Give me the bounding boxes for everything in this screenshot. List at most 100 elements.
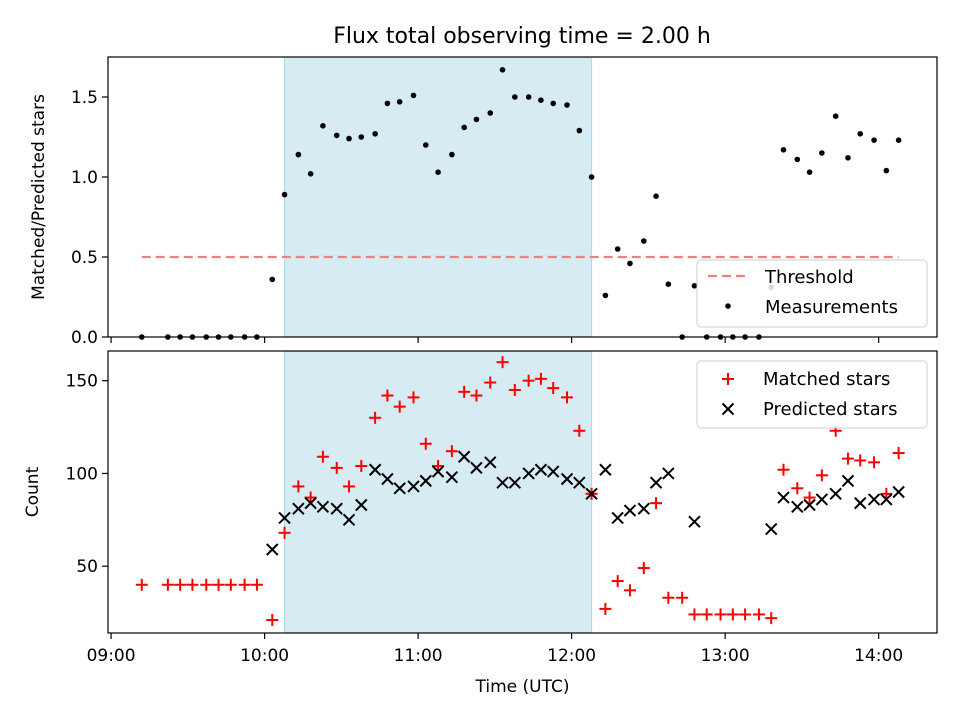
matched-point — [854, 454, 867, 467]
measurement-point — [845, 155, 851, 161]
predicted-point — [637, 502, 650, 515]
matched-point — [892, 447, 905, 460]
matched-legend-marker — [722, 373, 734, 385]
matched-point — [791, 482, 804, 495]
matched-point — [343, 480, 356, 493]
x-tick-label: 10:00 — [240, 646, 289, 666]
matched-legend-swatch — [722, 373, 734, 385]
matched-point — [174, 578, 187, 591]
predicted-point — [368, 463, 382, 476]
measurement-point — [832, 113, 839, 119]
measurement-point — [512, 94, 518, 100]
matched-point — [355, 460, 368, 473]
measurement-point — [396, 99, 403, 105]
matched-point — [316, 450, 329, 463]
matched-point — [419, 437, 432, 450]
bottom-legend-box — [696, 360, 928, 429]
x-tick-label: 09:00 — [87, 646, 136, 666]
measurement-point — [883, 167, 890, 174]
matched-point — [573, 424, 586, 437]
predicted-point — [854, 496, 867, 510]
predicted-points — [266, 450, 905, 556]
measurement-point — [358, 134, 365, 140]
matched-point — [714, 608, 727, 621]
predicted-point — [381, 472, 394, 486]
matched-point — [135, 578, 148, 591]
predicted-point — [355, 498, 368, 512]
matched-point — [304, 491, 317, 504]
y-tick-label: 50 — [76, 557, 98, 577]
measurement-point — [372, 131, 378, 137]
measurement-point — [653, 193, 659, 199]
matched-point — [484, 376, 497, 389]
matched-point — [432, 460, 445, 473]
matched-point — [508, 383, 521, 396]
measurement-point — [614, 246, 621, 252]
y-tick-label: 1.5 — [71, 88, 98, 108]
predicted-point — [278, 511, 291, 525]
predicted-point — [803, 498, 816, 512]
top-y-axis-label: Matched/Predicted stars — [29, 94, 49, 300]
matched-points — [135, 356, 905, 627]
predicted-point — [599, 463, 612, 476]
predicted-point — [419, 474, 432, 488]
measurement-point — [384, 100, 391, 107]
matched-point — [623, 584, 636, 597]
matched-point — [250, 578, 263, 591]
predicted-point — [470, 461, 483, 475]
top-x-ticks — [110, 337, 880, 343]
top-legend-box — [696, 259, 928, 328]
top-y-ticks: 0.0 0.5 1.0 1.5 — [71, 88, 108, 348]
matched-point — [777, 463, 790, 476]
measurement-point — [449, 151, 455, 158]
matched-point — [700, 608, 713, 621]
predicted-point — [304, 496, 317, 510]
measurement-point — [435, 169, 441, 175]
predicted-point — [546, 465, 560, 478]
measurement-point — [602, 292, 609, 299]
predicted-point — [815, 493, 829, 506]
matched-point — [292, 480, 305, 493]
measurement-point — [819, 150, 825, 156]
matched-point — [458, 385, 471, 398]
predicted-point — [445, 470, 459, 484]
matched-point — [445, 445, 458, 458]
predicted-point — [431, 465, 445, 478]
measurement-point — [333, 132, 340, 139]
predicted-point — [791, 500, 804, 514]
matched-point — [765, 612, 778, 625]
predicted-point — [688, 515, 701, 528]
predicted-point — [880, 493, 893, 506]
measurement-point — [665, 281, 672, 288]
bottom-legend: Matched stars Predicted stars — [696, 360, 928, 429]
matched-point — [561, 391, 574, 404]
predicted-legend-swatch — [721, 402, 735, 416]
observing-span-top — [284, 56, 593, 338]
measurement-point — [499, 67, 506, 73]
predicted-point — [829, 487, 842, 501]
matched-point — [752, 608, 765, 621]
matched-point — [599, 602, 612, 615]
predicted-legend-marker — [721, 402, 735, 416]
predicted-point — [266, 543, 279, 556]
measurement-point — [346, 135, 352, 142]
y-tick-label: 150 — [66, 372, 98, 392]
measurement-point — [691, 283, 698, 289]
top-axes-frame — [107, 56, 938, 338]
matched-point — [161, 578, 174, 591]
measurement-point — [422, 142, 429, 148]
measurement-point — [576, 127, 583, 134]
matched-point — [726, 608, 739, 621]
x-tick-label: 11:00 — [394, 646, 443, 666]
y-tick-label: 0.0 — [71, 328, 98, 348]
measurement-point — [794, 156, 801, 163]
matched-point — [841, 452, 854, 465]
y-tick-label: 1.0 — [71, 168, 98, 188]
predicted-point — [407, 480, 420, 493]
matched-point — [880, 487, 893, 500]
matched-point — [650, 497, 663, 510]
measurement-point — [461, 124, 467, 131]
measurement-point — [281, 191, 288, 198]
chart-title: Flux total observing time = 2.00 h — [333, 24, 711, 49]
